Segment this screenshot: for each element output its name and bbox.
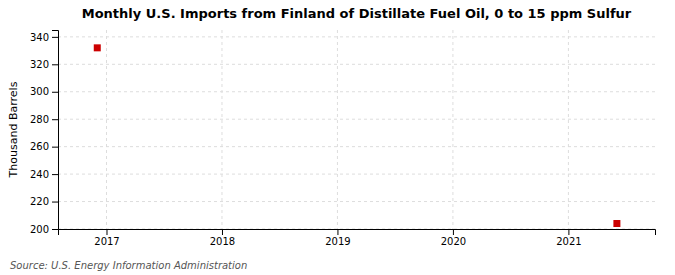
tick: 2017 xyxy=(94,229,119,247)
grid-line-y xyxy=(58,64,655,65)
tick-label: 340 xyxy=(30,32,49,43)
tick: 340 xyxy=(30,32,58,43)
chart: 2017 2018 2019 2020 2021 200 220 240 260 280 300 32… xyxy=(0,0,675,275)
tick-mark xyxy=(222,229,223,235)
tick: 260 xyxy=(30,141,58,152)
grid-line-y xyxy=(58,119,655,120)
tick-mark xyxy=(52,64,58,65)
tick-mark xyxy=(52,174,58,175)
tick-mark xyxy=(453,229,454,235)
axis-line xyxy=(52,31,59,230)
grid-line-x xyxy=(452,30,453,229)
tick-mark xyxy=(52,229,58,230)
tick-label: 220 xyxy=(30,196,49,207)
tick-mark xyxy=(106,229,107,235)
points xyxy=(94,44,621,227)
tick: 280 xyxy=(30,114,58,125)
tick-mark xyxy=(52,119,58,120)
tick: 2019 xyxy=(325,229,350,247)
tick-label: 2018 xyxy=(210,236,235,247)
tick: 200 xyxy=(30,224,58,235)
grid-line-y xyxy=(58,174,655,175)
tick: 2020 xyxy=(441,229,466,247)
tick-mark xyxy=(568,229,569,235)
grid-line-y xyxy=(58,91,655,92)
tick-label: 300 xyxy=(30,86,49,97)
tick-label: 2021 xyxy=(556,236,581,247)
tick: 220 xyxy=(30,196,58,207)
point xyxy=(613,220,620,227)
tick-mark xyxy=(52,92,58,93)
tick-label: 280 xyxy=(30,114,49,125)
tick-mark xyxy=(52,147,58,148)
axis-line xyxy=(59,230,656,236)
plot: 2017 2018 2019 2020 2021 200 220 240 260 280 300 32… xyxy=(30,30,656,247)
tick-label: 200 xyxy=(30,224,49,235)
grid-line-y xyxy=(58,146,655,147)
y-axis: 200 220 240 260 280 300 320 340 xyxy=(30,31,59,235)
grid-line-x xyxy=(106,30,107,229)
tick-mark xyxy=(52,202,58,203)
grid-line-y xyxy=(58,201,655,202)
tick-mark xyxy=(52,37,58,38)
tick: 320 xyxy=(30,59,58,70)
grid-line-y xyxy=(58,36,655,37)
y-axis-label: Thousand Barrels xyxy=(7,81,20,178)
tick: 2021 xyxy=(556,229,581,247)
tick: 240 xyxy=(30,169,58,180)
tick-label: 320 xyxy=(30,59,49,70)
grid-line-x xyxy=(221,30,222,229)
title: Monthly U.S. Imports from Finland of Dis… xyxy=(82,6,632,21)
tick-label: 2020 xyxy=(441,236,466,247)
tick-mark xyxy=(337,229,338,235)
point xyxy=(94,44,101,51)
tick: 2018 xyxy=(210,229,235,247)
grid-line-x xyxy=(337,30,338,229)
grid xyxy=(58,30,655,229)
grid-line-x xyxy=(568,30,569,229)
tick: 300 xyxy=(30,86,58,97)
tick-label: 260 xyxy=(30,141,49,152)
tick-label: 2017 xyxy=(94,236,119,247)
source: Source: U.S. Energy Information Administ… xyxy=(10,260,247,271)
x-axis: 2017 2018 2019 2020 2021 xyxy=(59,229,656,247)
tick-label: 2019 xyxy=(325,236,350,247)
tick-label: 240 xyxy=(30,169,49,180)
